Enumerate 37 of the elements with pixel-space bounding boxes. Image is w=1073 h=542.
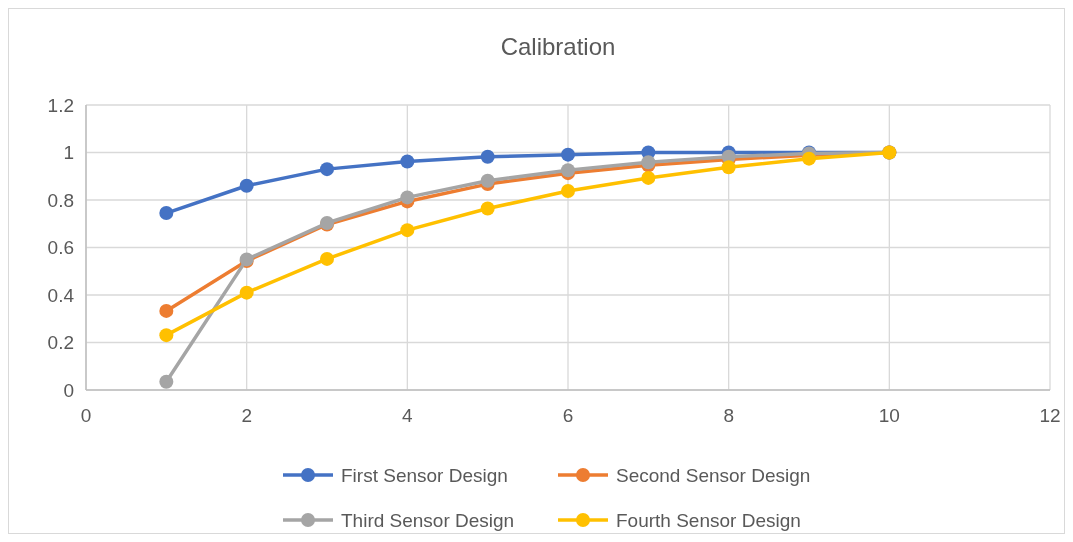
legend-label: Second Sensor Design <box>616 464 811 486</box>
y-tick-label: 0.6 <box>47 237 74 259</box>
point <box>561 147 575 162</box>
point <box>480 201 495 216</box>
point <box>320 251 334 266</box>
legend-label: First Sensor Design <box>341 464 508 486</box>
y-tick-label: 1 <box>63 142 74 164</box>
x-tick-label: 4 <box>402 405 414 426</box>
point <box>320 162 334 177</box>
point <box>400 154 415 169</box>
point <box>561 183 575 198</box>
x-tick-label: 10 <box>878 405 900 426</box>
point <box>480 149 495 164</box>
y-tick-label: 0.2 <box>47 332 74 354</box>
x-tick-label: 2 <box>241 405 252 426</box>
legend-label: Fourth Sensor Design <box>616 509 801 531</box>
point <box>159 374 174 389</box>
point <box>400 223 415 238</box>
point <box>239 178 254 193</box>
y-tick-label: 1.2 <box>47 94 74 116</box>
point <box>159 206 174 221</box>
point <box>159 328 174 343</box>
y-tick-label: 0.8 <box>47 189 74 211</box>
x-tick-label: 0 <box>80 405 92 426</box>
x-tick-label: 12 <box>1039 405 1061 426</box>
y-tick-label: 0.4 <box>47 284 75 306</box>
y-tick-label: 0 <box>63 379 74 401</box>
point <box>721 160 736 175</box>
point <box>480 173 495 188</box>
point <box>400 190 415 205</box>
x-tick-label: 8 <box>723 405 734 426</box>
x-tick-label: 6 <box>562 405 574 426</box>
legend-label: Third Sensor Design <box>341 509 515 531</box>
point <box>239 285 254 300</box>
point <box>159 303 174 318</box>
point <box>641 170 656 185</box>
chart-title: Calibration <box>500 33 616 60</box>
